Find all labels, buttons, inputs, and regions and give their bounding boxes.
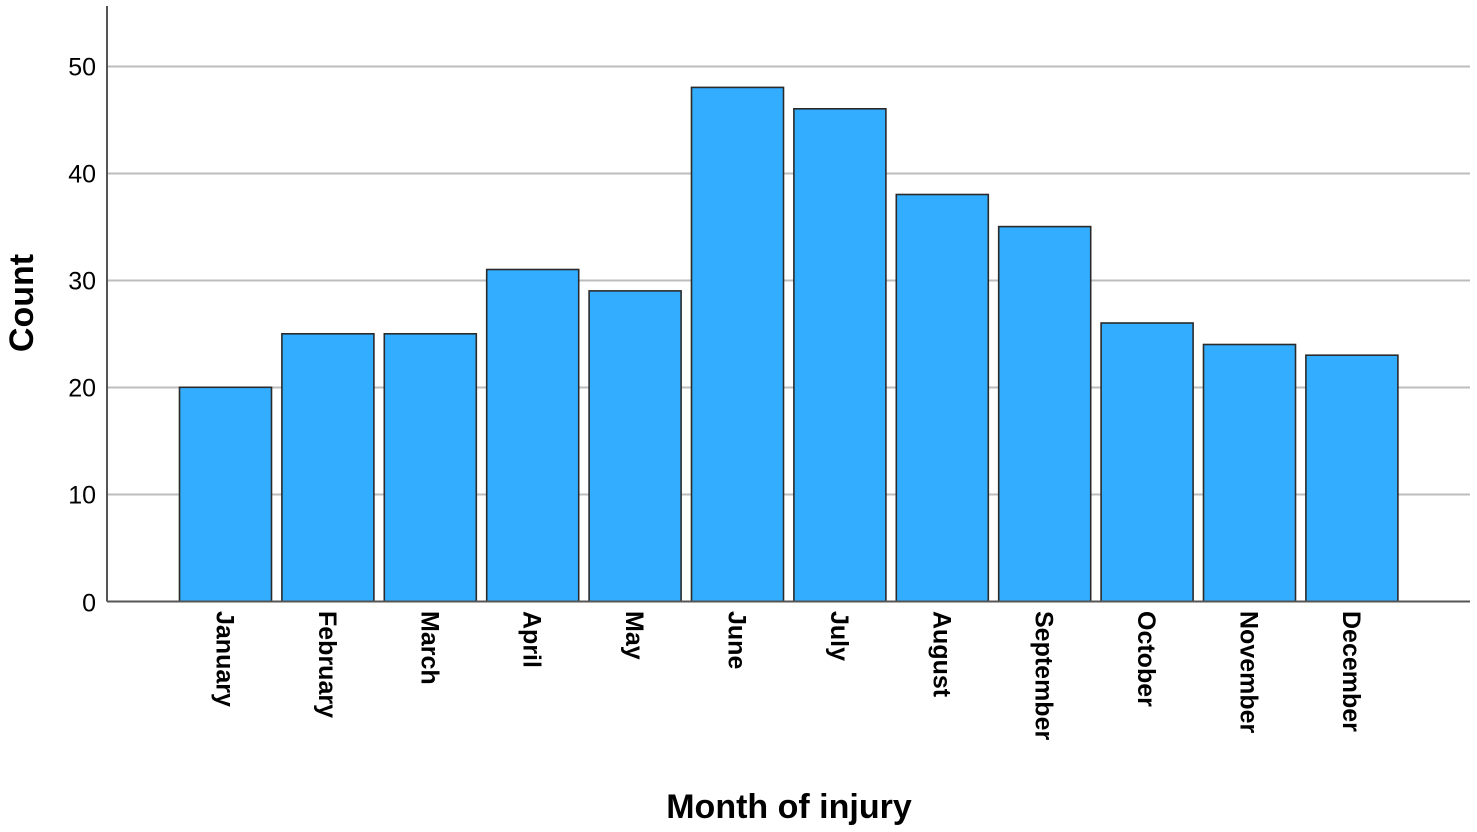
x-tick-label: March xyxy=(415,611,443,685)
bar-september xyxy=(997,225,1092,603)
bars xyxy=(178,86,1399,603)
x-tick-label: January xyxy=(211,611,239,707)
bar-april xyxy=(485,268,580,603)
bar-october xyxy=(1100,322,1194,603)
x-tick-label: July xyxy=(825,611,853,661)
y-tick-label: 30 xyxy=(68,268,96,296)
y-tick-label: 0 xyxy=(82,590,96,618)
x-tick-labels: January February March April May June July Augu… xyxy=(211,611,1365,740)
x-tick-label: September xyxy=(1030,611,1058,740)
x-tick-label: February xyxy=(313,611,341,718)
y-tick-label: 50 xyxy=(68,54,96,82)
x-tick-label: December xyxy=(1337,611,1365,732)
bar-june xyxy=(690,86,785,603)
bar-august xyxy=(895,193,990,603)
y-tick-labels: 0 10 20 30 40 50 xyxy=(68,54,96,618)
x-tick-label: May xyxy=(620,611,648,660)
bar-july xyxy=(793,108,887,603)
y-tick-label: 20 xyxy=(68,375,96,403)
x-tick-label: April xyxy=(518,611,546,668)
bar-march xyxy=(383,332,478,603)
bar-may xyxy=(588,290,682,603)
x-axis-title: Month of injury xyxy=(666,788,912,826)
x-tick-label: November xyxy=(1235,611,1263,734)
bar-november xyxy=(1202,343,1297,603)
axes xyxy=(106,6,1470,603)
bar-december xyxy=(1305,354,1399,603)
y-tick-label: 40 xyxy=(68,161,96,189)
x-tick-label: June xyxy=(723,611,751,669)
bar-february xyxy=(281,332,375,603)
x-tick-label: October xyxy=(1132,611,1160,707)
bar-january xyxy=(178,386,273,603)
x-tick-label: August xyxy=(927,611,955,698)
y-axis-title: Count xyxy=(3,254,41,352)
y-tick-label: 10 xyxy=(68,482,96,510)
